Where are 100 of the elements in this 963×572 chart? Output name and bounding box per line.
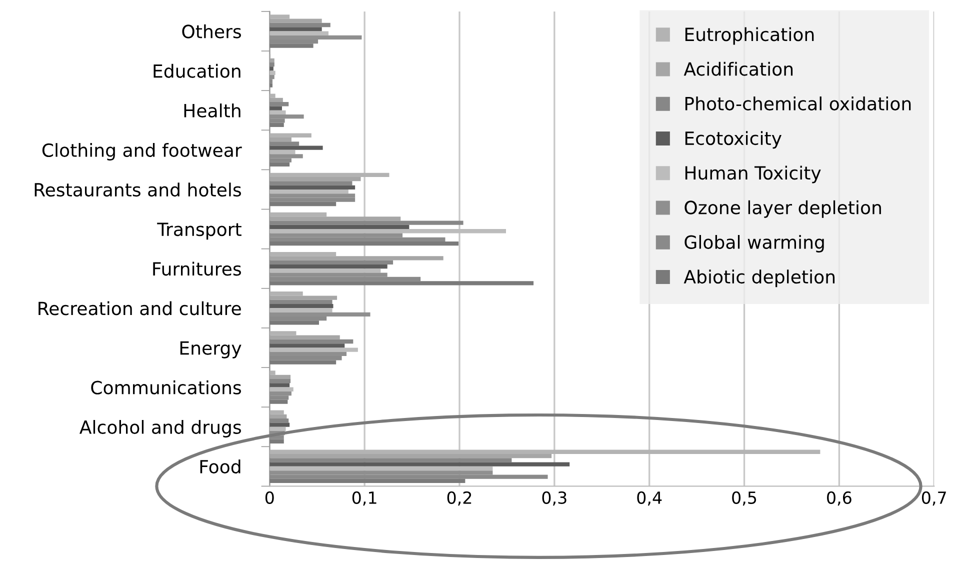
bar <box>270 374 291 379</box>
bar <box>270 304 334 308</box>
bar <box>270 31 328 36</box>
bar <box>270 181 352 186</box>
bar <box>270 242 459 246</box>
bar <box>270 422 290 427</box>
legend-label: Global warming <box>684 234 824 252</box>
bar <box>270 14 290 19</box>
bar <box>270 22 330 28</box>
bar <box>270 62 274 67</box>
bar <box>270 414 287 419</box>
bar <box>270 344 345 348</box>
bar <box>270 335 340 340</box>
legend-label: Ozone layer depletion <box>684 200 881 218</box>
x-tick-label: 0 <box>265 491 274 504</box>
bar <box>270 146 323 150</box>
bar <box>270 308 332 312</box>
bar <box>270 185 356 190</box>
bar <box>270 268 381 273</box>
bar <box>270 220 464 225</box>
bar <box>270 370 276 375</box>
bar <box>270 478 466 484</box>
bar <box>270 98 283 102</box>
bar <box>270 383 290 388</box>
bar <box>270 458 512 462</box>
bar <box>270 224 410 230</box>
x-tick-label: 0,1 <box>352 491 376 506</box>
legend-label: Photo-chemical oxidation <box>685 96 911 110</box>
bar <box>270 172 390 178</box>
legend-label: Human Toxicity <box>685 166 821 184</box>
x-tick-label: 0,5 <box>732 491 756 506</box>
bar <box>270 122 284 127</box>
y-tick-label: Energy <box>180 341 242 358</box>
bar <box>270 106 282 110</box>
bar <box>270 27 322 32</box>
legend-label: Ecotoxicity <box>685 131 782 149</box>
bar <box>270 454 552 458</box>
bar <box>270 177 361 182</box>
bar <box>270 400 288 404</box>
bar <box>270 70 276 75</box>
bar <box>270 292 303 296</box>
x-tick-label: 0,6 <box>827 491 852 506</box>
bar <box>270 142 300 146</box>
bar <box>270 216 401 221</box>
bar <box>270 256 444 260</box>
x-tick-label: 0,3 <box>542 491 566 506</box>
bar <box>270 260 394 264</box>
y-tick-label: Restaurants and hotels <box>34 182 241 197</box>
bar <box>270 202 336 206</box>
bar <box>270 83 272 88</box>
bar <box>270 44 314 48</box>
bar <box>270 462 570 466</box>
y-tick-label: Food <box>200 460 240 474</box>
bar <box>270 162 290 167</box>
bar <box>270 189 348 194</box>
y-tick-label: Recreation and culture <box>38 301 241 316</box>
bar <box>270 418 289 423</box>
x-tick-label: 0,7 <box>922 491 946 506</box>
bar <box>270 281 534 286</box>
bar <box>270 198 356 202</box>
bar <box>270 378 291 384</box>
y-tick-label: Communications <box>91 380 241 394</box>
bar <box>270 94 276 98</box>
bar <box>270 18 322 23</box>
y-tick-label: Transport <box>157 222 242 240</box>
bar <box>270 58 274 62</box>
bar <box>270 474 548 479</box>
bar <box>270 66 274 71</box>
bar <box>270 387 294 392</box>
y-tick-label: Education <box>154 64 240 78</box>
x-tick-label: 0,4 <box>637 491 662 506</box>
bar <box>270 439 284 444</box>
bar <box>270 320 319 325</box>
bar <box>270 237 446 242</box>
bar <box>270 450 820 454</box>
bar <box>270 296 338 300</box>
y-tick-label: Health <box>184 103 240 118</box>
legend-label: Acidification <box>684 62 793 76</box>
bar <box>270 426 286 432</box>
legend-label: Abiotic depletion <box>684 270 835 288</box>
bar <box>270 110 286 114</box>
bar <box>270 339 354 344</box>
bar <box>270 150 296 154</box>
y-tick-label: Clothing and footwear <box>42 143 242 161</box>
bar <box>270 133 312 138</box>
legend-label: Eutrophication <box>685 27 814 45</box>
bar <box>270 300 332 304</box>
bar <box>270 410 284 414</box>
bar <box>270 137 292 142</box>
x-tick-label: 0,2 <box>447 491 472 506</box>
bar <box>270 396 289 400</box>
bar <box>270 348 358 352</box>
bar <box>270 264 388 269</box>
bar <box>270 252 336 256</box>
bar <box>270 276 421 282</box>
y-tick-label: Furnitures <box>153 262 241 276</box>
bar <box>270 102 289 106</box>
bar <box>270 331 296 336</box>
bar <box>270 360 336 364</box>
y-tick-label: Alcohol and drugs <box>80 420 241 438</box>
